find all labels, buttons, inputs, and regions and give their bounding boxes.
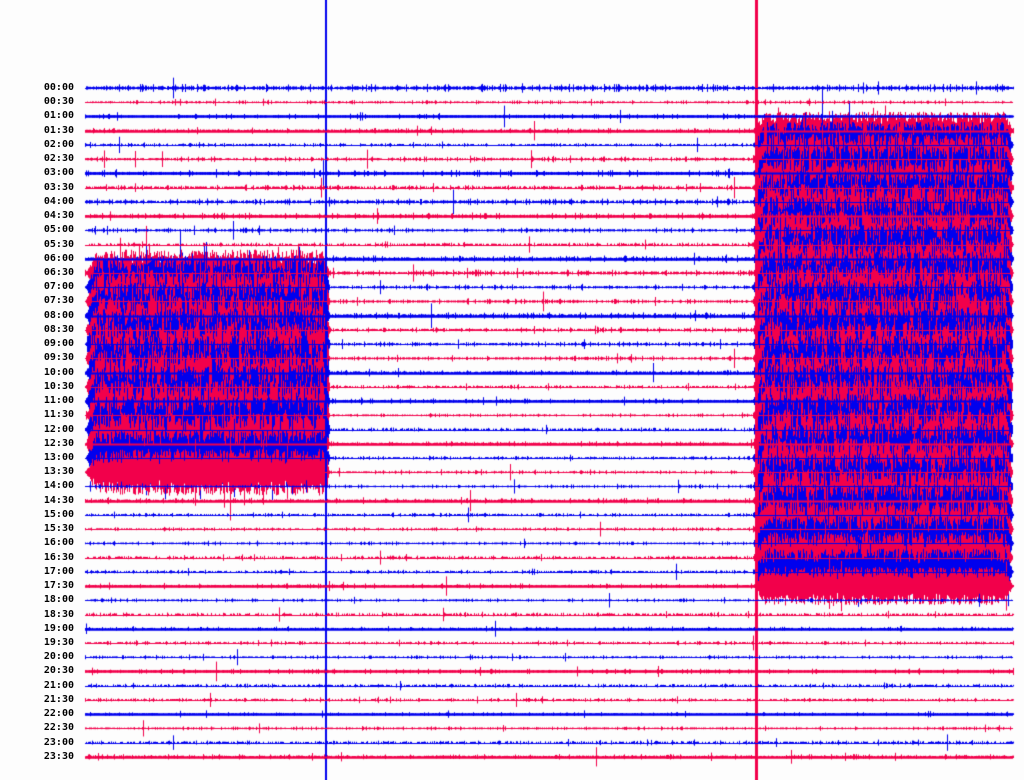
time-label: 19:30	[43, 636, 74, 648]
time-label: 10:30	[43, 380, 74, 392]
time-label: 06:00	[43, 252, 74, 264]
time-label: 02:00	[43, 138, 74, 150]
time-label: 17:00	[43, 565, 74, 577]
time-label: 18:30	[43, 608, 74, 620]
time-label: 20:30	[43, 665, 74, 677]
time-label: 12:30	[43, 437, 74, 449]
time-label: 00:30	[43, 96, 74, 108]
time-label: 21:30	[43, 693, 74, 705]
time-label: 11:30	[43, 409, 74, 421]
time-label: 05:00	[43, 224, 74, 236]
time-label: 11:00	[43, 395, 74, 407]
time-label: 07:30	[43, 295, 74, 307]
time-label: 12:00	[43, 423, 74, 435]
time-label: 09:00	[43, 338, 74, 350]
time-label: 04:00	[43, 195, 74, 207]
time-label: 14:00	[43, 480, 74, 492]
time-label: 00:00	[43, 82, 74, 93]
time-label: 21:00	[43, 679, 74, 691]
time-label: 01:30	[43, 124, 74, 136]
time-label: 18:00	[43, 594, 74, 606]
time-label: 16:00	[43, 537, 74, 549]
time-axis-labels: 00:00 00:30 01:00 01:30 02:00 02:30 03:00 03:30…	[0, 0, 82, 780]
time-label: 01:00	[43, 110, 74, 122]
time-label: 15:00	[43, 508, 74, 520]
time-label: 17:30	[43, 580, 74, 592]
time-label: 02:30	[43, 153, 74, 165]
time-label: 23:30	[43, 750, 74, 762]
time-label: 16:30	[43, 551, 74, 563]
time-label: 23:00	[43, 736, 74, 748]
time-label: 10:00	[43, 366, 74, 378]
time-label: 07:00	[43, 281, 74, 293]
time-label: 19:00	[43, 622, 74, 634]
time-label: 05:30	[43, 238, 74, 250]
time-label: 13:30	[43, 466, 74, 478]
time-label: 22:00	[43, 708, 74, 720]
time-label: 13:00	[43, 451, 74, 463]
time-label: 14:30	[43, 494, 74, 506]
time-label: 20:00	[43, 651, 74, 663]
time-label: 03:00	[43, 167, 74, 179]
time-label: 03:30	[43, 181, 74, 193]
time-label: 08:00	[43, 309, 74, 321]
time-label: 04:30	[43, 210, 74, 222]
time-label: 09:30	[43, 352, 74, 364]
time-label: 22:30	[43, 722, 74, 734]
time-label: 08:30	[43, 323, 74, 335]
time-label: 06:30	[43, 266, 74, 278]
time-label: 15:30	[43, 523, 74, 535]
